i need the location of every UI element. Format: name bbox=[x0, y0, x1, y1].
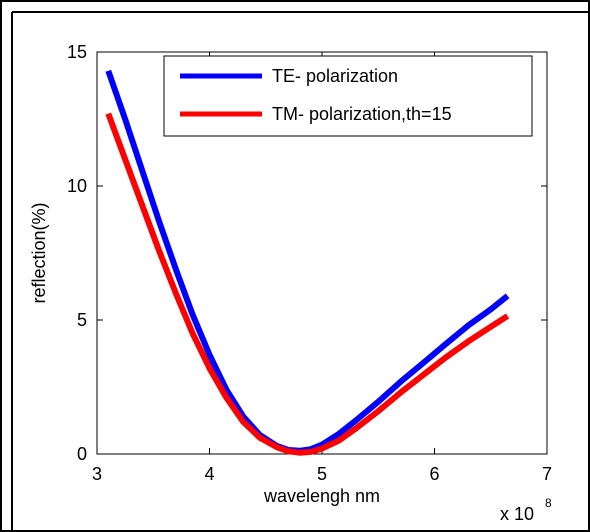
y-tick-label: 10 bbox=[67, 176, 87, 196]
x-tick-label: 4 bbox=[204, 464, 214, 484]
legend: TE- polarization TM- polarization,th=15 bbox=[163, 55, 533, 137]
y-tick-label: 15 bbox=[67, 42, 87, 62]
x-axis-label: wavelengh nm bbox=[263, 486, 380, 506]
x-axis-multiplier-exponent: 8 bbox=[545, 496, 552, 510]
series-layer bbox=[105, 69, 510, 456]
x-tick-label: 7 bbox=[542, 464, 552, 484]
x-tick-label: 5 bbox=[317, 464, 327, 484]
legend-box bbox=[163, 55, 533, 137]
ticks-layer: 3 4 5 6 7 0 5 10 15 bbox=[67, 42, 552, 484]
y-tick-label: 0 bbox=[77, 444, 87, 464]
y-axis-label: reflection(%) bbox=[29, 202, 49, 303]
x-axis-multiplier: x 10 bbox=[500, 504, 534, 524]
y-tick-label: 5 bbox=[77, 310, 87, 330]
legend-label-tm: TM- polarization,th=15 bbox=[272, 104, 452, 124]
x-tick-label: 3 bbox=[92, 464, 102, 484]
series-line-1 bbox=[105, 112, 510, 456]
legend-label-te: TE- polarization bbox=[272, 66, 398, 86]
x-tick-label: 6 bbox=[429, 464, 439, 484]
